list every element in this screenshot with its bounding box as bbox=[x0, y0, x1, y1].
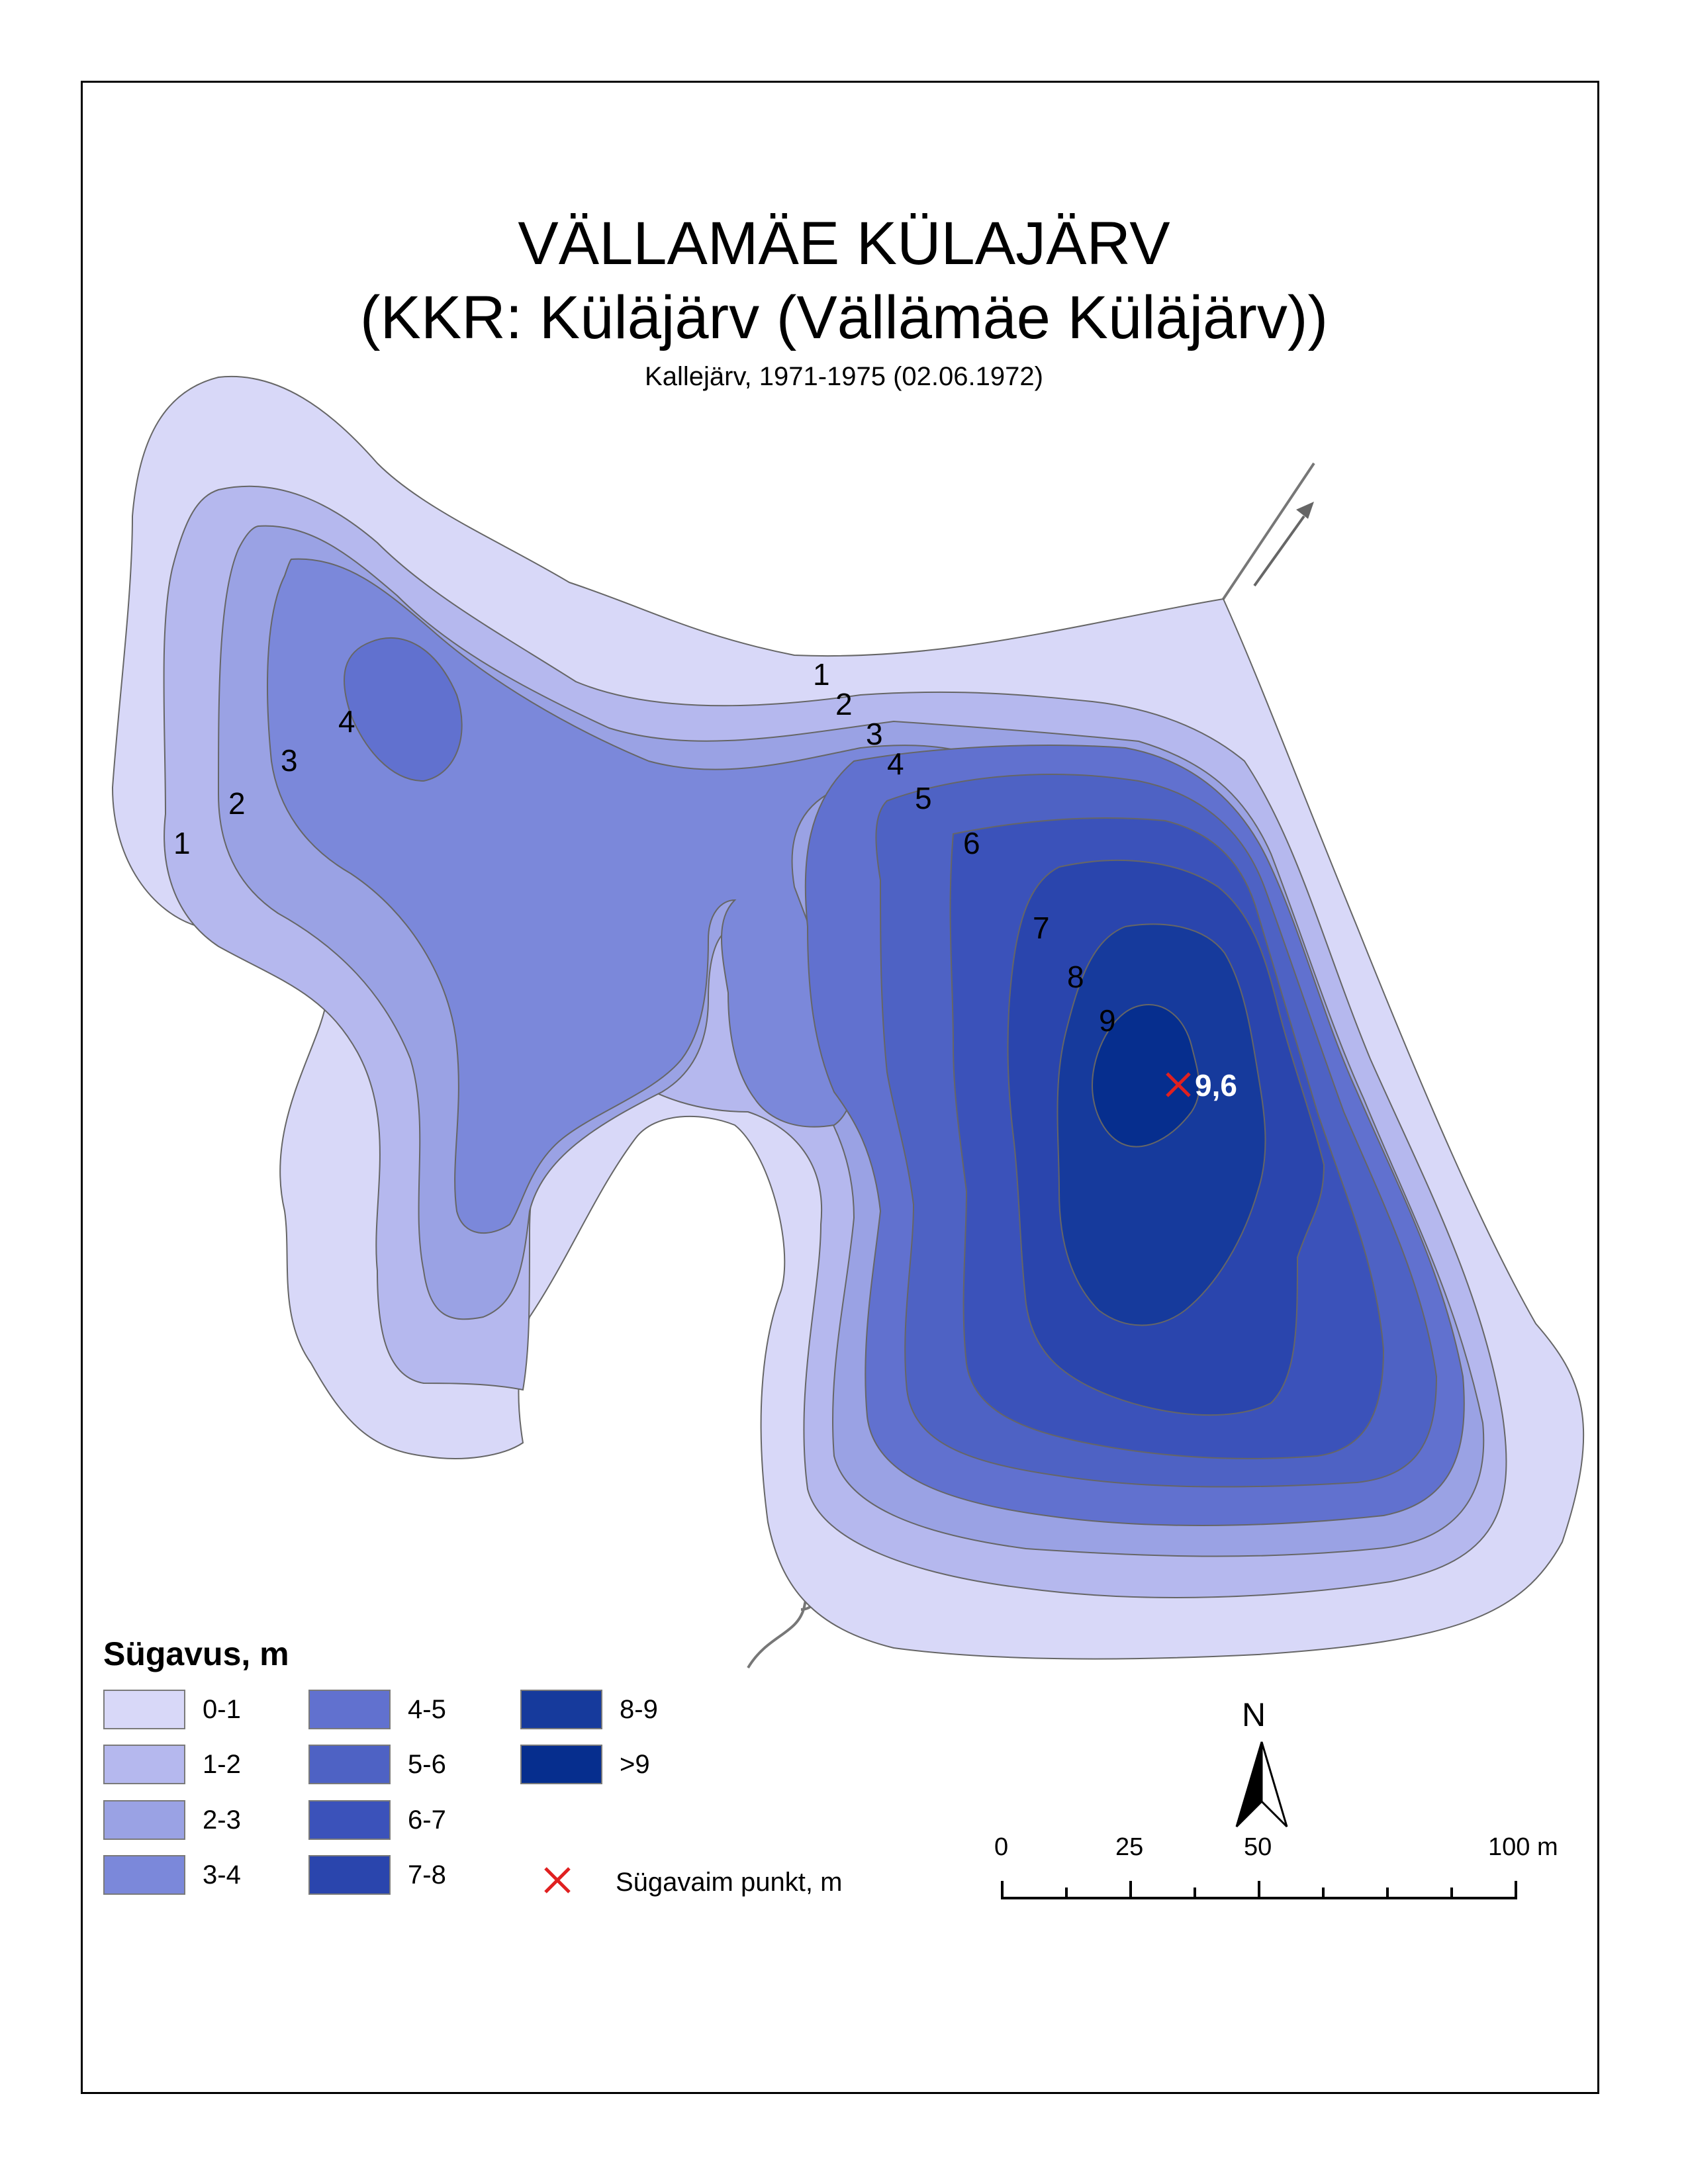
deepest-point-marker bbox=[1166, 1072, 1191, 1097]
legend-swatch bbox=[520, 1745, 602, 1784]
contour-label-3-east: 3 bbox=[866, 717, 883, 751]
contour-label-6: 6 bbox=[963, 826, 980, 860]
north-arrow-icon bbox=[1235, 1741, 1288, 1828]
legend-label: >9 bbox=[620, 1750, 650, 1779]
scale-label-0: 0 bbox=[994, 1833, 1009, 1861]
contour-label-2-east: 2 bbox=[835, 687, 853, 721]
legend-label: 6-7 bbox=[408, 1805, 446, 1835]
depth-zone-over-9 bbox=[1091, 1004, 1200, 1148]
legend-swatch bbox=[308, 1745, 391, 1784]
contour-label-4-west: 4 bbox=[338, 704, 355, 739]
contour-label-3-west: 3 bbox=[281, 743, 298, 778]
survey-info: Kallejärv, 1971-1975 (02.06.1972) bbox=[645, 362, 1043, 391]
contour-label-7: 7 bbox=[1033, 911, 1050, 945]
north-label: N bbox=[1242, 1696, 1266, 1733]
legend-label: 3-4 bbox=[203, 1860, 241, 1889]
legend-label: 1-2 bbox=[203, 1750, 241, 1779]
map-title: VÄLLAMÄE KÜLAJÄRV bbox=[518, 210, 1170, 277]
contour-label-9: 9 bbox=[1099, 1003, 1116, 1038]
legend-label: 5-6 bbox=[408, 1750, 446, 1779]
scale-label-100: 100 m bbox=[1488, 1833, 1558, 1861]
contour-label-5: 5 bbox=[915, 781, 932, 815]
legend-swatch bbox=[308, 1800, 391, 1840]
contour-label-8: 8 bbox=[1067, 960, 1084, 994]
legend-title: Sügavus, m bbox=[103, 1635, 289, 1672]
map-frame bbox=[81, 81, 1599, 2094]
scale-bar bbox=[1001, 1881, 1517, 1899]
legend-label: 2-3 bbox=[203, 1805, 241, 1835]
x-mark-icon bbox=[544, 1867, 571, 1893]
depth-zone-4-5-west bbox=[344, 637, 463, 782]
legend-deepest-point-label: Sügavaim punkt, m bbox=[616, 1868, 843, 1897]
map-subtitle: (KKR: Küläjärv (Vällämäe Küläjärv)) bbox=[359, 284, 1329, 351]
legend-label: 8-9 bbox=[620, 1695, 658, 1724]
legend-swatch bbox=[520, 1690, 602, 1729]
outflow-stream bbox=[1222, 462, 1315, 600]
outflow-arrow-icon bbox=[1253, 502, 1314, 587]
deepest-point-value: 9,6 bbox=[1195, 1068, 1237, 1103]
legend-swatch bbox=[308, 1855, 391, 1895]
legend-swatch bbox=[103, 1690, 185, 1729]
legend-label: 4-5 bbox=[408, 1695, 446, 1724]
legend-swatch bbox=[103, 1855, 185, 1895]
scale-label-25: 25 bbox=[1115, 1833, 1144, 1861]
contour-label-4-east: 4 bbox=[887, 747, 904, 781]
contour-label-2-west: 2 bbox=[228, 786, 246, 821]
contour-label-1-east: 1 bbox=[813, 657, 830, 692]
legend-swatch bbox=[308, 1690, 391, 1729]
scale-label-50: 50 bbox=[1244, 1833, 1272, 1861]
legend-swatch bbox=[103, 1800, 185, 1840]
legend-label: 7-8 bbox=[408, 1860, 446, 1889]
legend-label: 0-1 bbox=[203, 1695, 241, 1724]
contour-label-1-west: 1 bbox=[173, 826, 191, 860]
legend-swatch bbox=[103, 1745, 185, 1784]
